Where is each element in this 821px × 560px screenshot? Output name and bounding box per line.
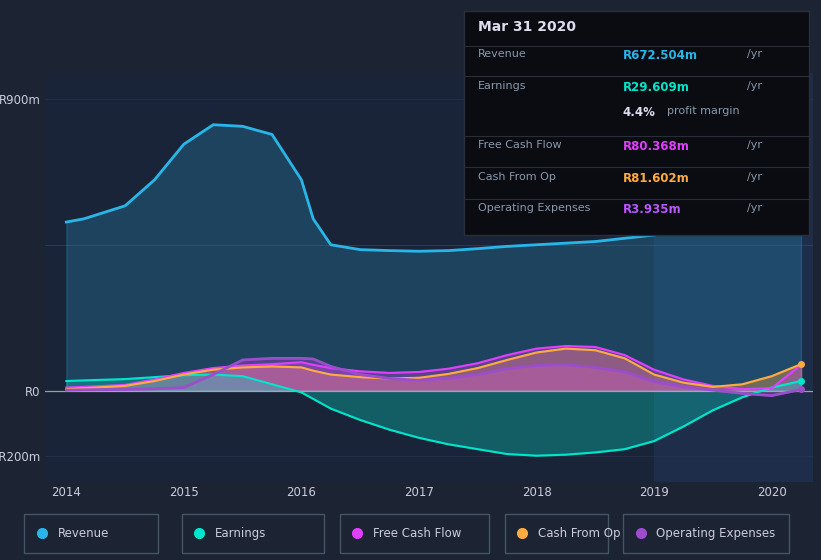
Text: Free Cash Flow: Free Cash Flow — [478, 141, 562, 151]
Text: Mar 31 2020: Mar 31 2020 — [478, 20, 576, 34]
Text: Free Cash Flow: Free Cash Flow — [373, 527, 461, 540]
Text: R3.935m: R3.935m — [622, 203, 681, 216]
Text: Cash From Op: Cash From Op — [539, 527, 621, 540]
Text: R672.504m: R672.504m — [622, 49, 698, 62]
Bar — [182, 514, 323, 553]
Text: /yr: /yr — [746, 172, 762, 182]
Bar — [505, 514, 608, 553]
Text: Revenue: Revenue — [57, 527, 108, 540]
Text: /yr: /yr — [746, 81, 762, 91]
Bar — [25, 514, 158, 553]
Bar — [623, 514, 789, 553]
Text: Operating Expenses: Operating Expenses — [657, 527, 776, 540]
Text: Operating Expenses: Operating Expenses — [478, 203, 590, 213]
Text: R29.609m: R29.609m — [622, 81, 690, 94]
Text: Cash From Op: Cash From Op — [478, 172, 556, 182]
Text: R80.368m: R80.368m — [622, 141, 690, 153]
Bar — [340, 514, 489, 553]
Text: 4.4%: 4.4% — [622, 106, 655, 119]
Text: Revenue: Revenue — [478, 49, 526, 59]
Text: Earnings: Earnings — [478, 81, 526, 91]
Text: /yr: /yr — [746, 203, 762, 213]
Bar — [654, 73, 813, 482]
Text: Earnings: Earnings — [215, 527, 266, 540]
Text: profit margin: profit margin — [667, 106, 740, 116]
Text: R81.602m: R81.602m — [622, 172, 690, 185]
Text: /yr: /yr — [746, 141, 762, 151]
Text: /yr: /yr — [746, 49, 762, 59]
